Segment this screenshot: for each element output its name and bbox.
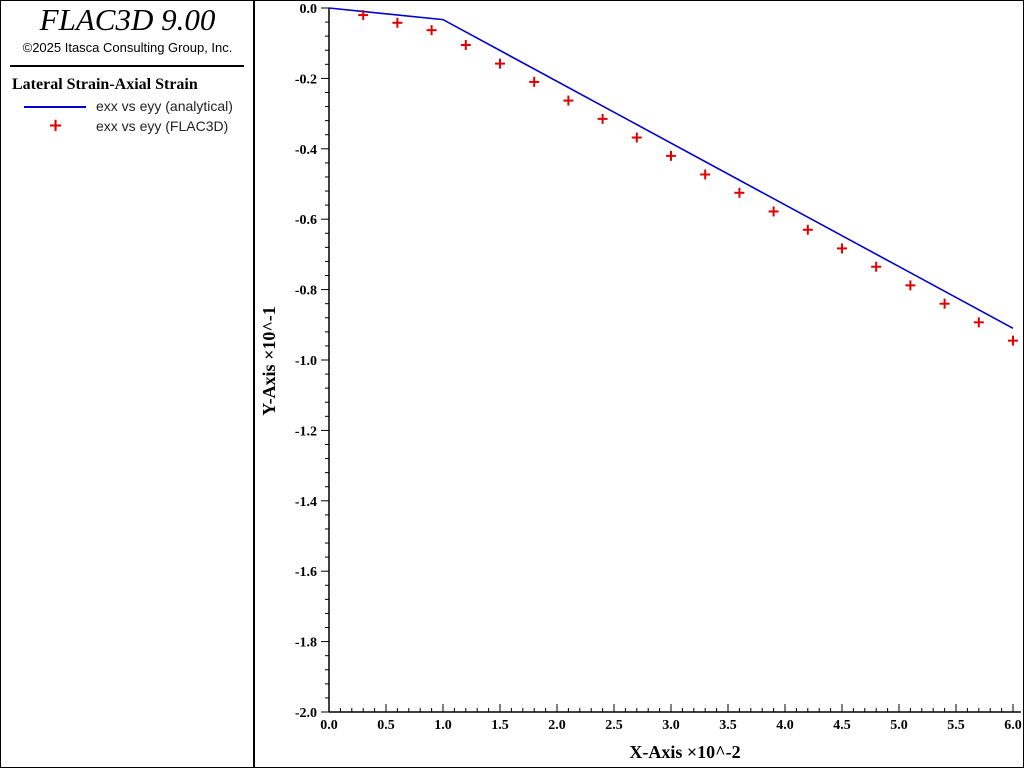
y-tick-label: -1.0 bbox=[295, 354, 317, 369]
x-tick-label: 2.5 bbox=[605, 718, 623, 733]
copyright-text: ©2025 Itasca Consulting Group, Inc. bbox=[22, 40, 233, 55]
x-tick-label: 5.0 bbox=[890, 718, 908, 733]
x-tick-label: 5.5 bbox=[947, 718, 965, 733]
flac3d-data-point bbox=[529, 76, 540, 87]
x-tick-label: 6.0 bbox=[1004, 718, 1022, 733]
legend-line-swatch bbox=[24, 106, 86, 108]
flac3d-data-point bbox=[358, 10, 369, 21]
y-tick-label: 0.0 bbox=[300, 2, 318, 17]
legend-plus-marker-swatch: + bbox=[48, 115, 64, 136]
flac3d-data-point bbox=[426, 25, 437, 36]
legend-entry-flac3d: + exx vs eyy (FLAC3D) bbox=[0, 115, 255, 136]
y-tick-label: -0.4 bbox=[295, 143, 317, 158]
y-axis-title: Y-Axis ×10^-1 bbox=[259, 306, 279, 416]
flac3d-data-point bbox=[563, 95, 574, 106]
y-tick-label: -1.6 bbox=[295, 565, 317, 580]
flac3d-data-point bbox=[905, 280, 916, 291]
y-tick-label: -0.6 bbox=[295, 213, 317, 228]
flac3d-data-point bbox=[495, 58, 505, 69]
x-tick-label: 3.0 bbox=[662, 718, 680, 733]
flac3d-data-point bbox=[700, 169, 711, 180]
legend-label-flac3d: exx vs eyy (FLAC3D) bbox=[96, 118, 229, 134]
flac3d-data-point bbox=[734, 187, 745, 198]
y-tick-label: -1.8 bbox=[295, 636, 317, 651]
legend-panel: FLAC3D 9.00 ©2025 Itasca Consulting Grou… bbox=[0, 0, 255, 767]
y-tick-label: -1.4 bbox=[295, 495, 317, 510]
x-tick-label: 0.0 bbox=[320, 718, 338, 733]
flac3d-data-point bbox=[392, 17, 403, 28]
legend-label-analytical: exx vs eyy (analytical) bbox=[96, 98, 233, 114]
flac3d-data-point bbox=[973, 317, 984, 328]
series-analytical-line bbox=[328, 7, 1014, 330]
flac3d-data-point bbox=[631, 132, 642, 143]
flac3d-data-point bbox=[597, 113, 608, 124]
flac3d-data-point bbox=[666, 150, 676, 161]
flac3d-data-point bbox=[939, 298, 950, 309]
x-tick-label: 3.5 bbox=[719, 718, 737, 733]
y-tick-label: -1.2 bbox=[295, 424, 317, 439]
x-tick-label: 1.0 bbox=[434, 718, 452, 733]
flac3d-data-point bbox=[802, 224, 813, 235]
y-tick-label: -0.2 bbox=[295, 72, 317, 87]
x-tick-label: 2.0 bbox=[548, 718, 566, 733]
x-axis-title: X-Axis ×10^-2 bbox=[629, 742, 740, 762]
x-tick-label: 4.0 bbox=[776, 718, 794, 733]
x-tick-label: 4.5 bbox=[833, 718, 851, 733]
flac3d-data-point bbox=[871, 261, 882, 272]
x-tick-label: 0.5 bbox=[377, 718, 395, 733]
legend-title: Lateral Strain-Axial Strain bbox=[12, 76, 198, 93]
flac3d-data-point bbox=[768, 206, 779, 217]
y-tick-label: -2.0 bbox=[295, 706, 317, 721]
legend-divider bbox=[10, 65, 244, 67]
y-tick-label: -0.8 bbox=[295, 284, 317, 299]
legend-entry-analytical: exx vs eyy (analytical) bbox=[0, 98, 255, 116]
flac3d-data-point bbox=[1008, 335, 1018, 346]
flac3d-data-point bbox=[837, 243, 847, 254]
app-title: FLAC3D 9.00 bbox=[39, 2, 216, 37]
x-tick-label: 1.5 bbox=[491, 718, 509, 733]
flac3d-data-point bbox=[460, 39, 471, 50]
